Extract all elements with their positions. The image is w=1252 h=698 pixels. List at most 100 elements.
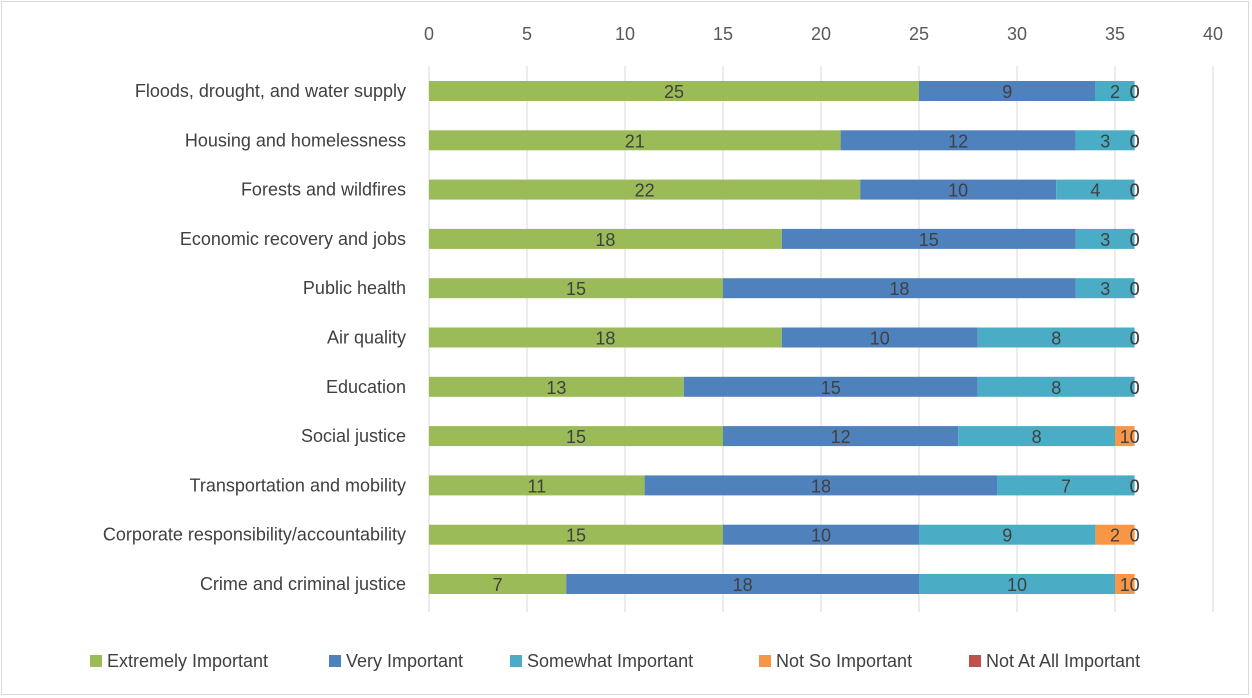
bar-segment	[1075, 228, 1135, 249]
bar-segment	[977, 327, 1135, 348]
x-tick-label: 0	[424, 24, 434, 44]
data-label: 0	[1130, 378, 1140, 398]
data-label: 12	[831, 427, 851, 447]
bar-segment	[840, 130, 1076, 151]
data-label: 0	[1130, 131, 1140, 151]
data-label: 0	[1130, 476, 1140, 496]
legend-label: Extremely Important	[107, 651, 268, 671]
bar-segment	[429, 574, 567, 594]
data-label: 15	[566, 526, 586, 546]
bar-segment	[683, 376, 978, 397]
bars	[429, 81, 1135, 594]
bar-segment	[977, 376, 1135, 397]
data-label: 1	[1120, 575, 1130, 595]
category-label: Economic recovery and jobs	[180, 229, 406, 249]
data-label: 8	[1032, 427, 1042, 447]
data-label: 10	[811, 526, 831, 546]
category-label: Social justice	[301, 426, 406, 446]
bar-segment	[429, 327, 782, 348]
category-label: Public health	[303, 278, 406, 298]
data-label: 15	[566, 427, 586, 447]
legend-label: Somewhat Important	[527, 651, 693, 671]
data-label: 18	[595, 230, 615, 250]
bar-segment	[429, 228, 782, 249]
x-tick-label: 15	[713, 24, 733, 44]
category-label: Forests and wildfires	[241, 180, 406, 200]
bar-segment	[429, 278, 723, 299]
data-label: 22	[635, 181, 655, 201]
data-label: 3	[1100, 131, 1110, 151]
data-label: 0	[1130, 230, 1140, 250]
bar-segment	[919, 81, 1096, 101]
legend-swatch	[329, 655, 341, 667]
data-label: 12	[948, 131, 968, 151]
bar-segment	[919, 524, 1096, 545]
x-tick-label: 30	[1007, 24, 1027, 44]
x-tick-label: 10	[615, 24, 635, 44]
data-label: 8	[1051, 329, 1061, 349]
data-label: 0	[1130, 279, 1140, 299]
data-label: 3	[1100, 230, 1110, 250]
data-label: 0	[1130, 279, 1140, 299]
data-label: 3	[1100, 279, 1110, 299]
bar-segment	[1115, 426, 1135, 447]
data-label: 1	[1120, 427, 1130, 447]
data-label: 0	[1130, 181, 1140, 201]
legend-label: Not So Important	[776, 651, 912, 671]
data-label: 0	[1130, 476, 1140, 496]
data-label: 13	[546, 378, 566, 398]
bar-segment	[1095, 81, 1135, 101]
bar-segment	[429, 475, 645, 496]
category-label: Corporate responsibility/accountability	[103, 525, 406, 545]
legend-label: Very Important	[346, 651, 463, 671]
data-label: 0	[1130, 329, 1140, 349]
bar-segment	[429, 376, 684, 397]
data-label: 18	[811, 476, 831, 496]
category-label: Education	[326, 377, 406, 397]
data-label: 4	[1090, 181, 1100, 201]
data-label: 0	[1130, 378, 1140, 398]
data-label: 11	[527, 476, 546, 496]
bar-segment	[723, 426, 959, 447]
data-label: 0	[1130, 82, 1140, 102]
data-label: 9	[1002, 82, 1012, 102]
x-tick-label: 20	[811, 24, 831, 44]
bar-segment	[860, 179, 1057, 200]
data-label: 10	[1007, 575, 1027, 595]
bar-segment	[958, 426, 1115, 447]
x-tick-label: 40	[1203, 24, 1223, 44]
category-label: Air quality	[327, 328, 406, 348]
data-label: 0	[1130, 575, 1140, 595]
bar-segment	[1056, 179, 1135, 200]
data-label: 15	[566, 279, 586, 299]
bar-segment	[919, 574, 1115, 594]
data-label: 15	[919, 230, 939, 250]
bar-segment	[429, 179, 861, 200]
bar-segment	[781, 228, 1076, 249]
data-label: 15	[821, 378, 841, 398]
category-label: Floods, drought, and water supply	[135, 81, 406, 101]
data-label: 10	[948, 181, 968, 201]
legend: Extremely Important Very Important Somewha…	[90, 651, 1140, 671]
data-label: 21	[625, 131, 645, 151]
data-label: 18	[889, 279, 909, 299]
legend-swatch	[90, 655, 102, 667]
bar-segment	[429, 130, 841, 151]
bar-segment	[566, 574, 919, 594]
bar-segment	[723, 278, 1076, 299]
bar-segment	[1115, 574, 1135, 594]
data-label: 10	[870, 329, 890, 349]
bar-segment	[1095, 524, 1135, 545]
data-label: 0	[1130, 526, 1140, 546]
data-label: 8	[1051, 378, 1061, 398]
data-label: 9	[1002, 526, 1012, 546]
bar-segment	[1075, 130, 1135, 151]
bar-segment	[997, 475, 1135, 496]
bar-segment	[723, 524, 919, 545]
data-label: 2	[1110, 526, 1120, 546]
bar-segment	[644, 475, 998, 496]
data-label: 7	[1061, 476, 1071, 496]
legend-swatch	[759, 655, 771, 667]
